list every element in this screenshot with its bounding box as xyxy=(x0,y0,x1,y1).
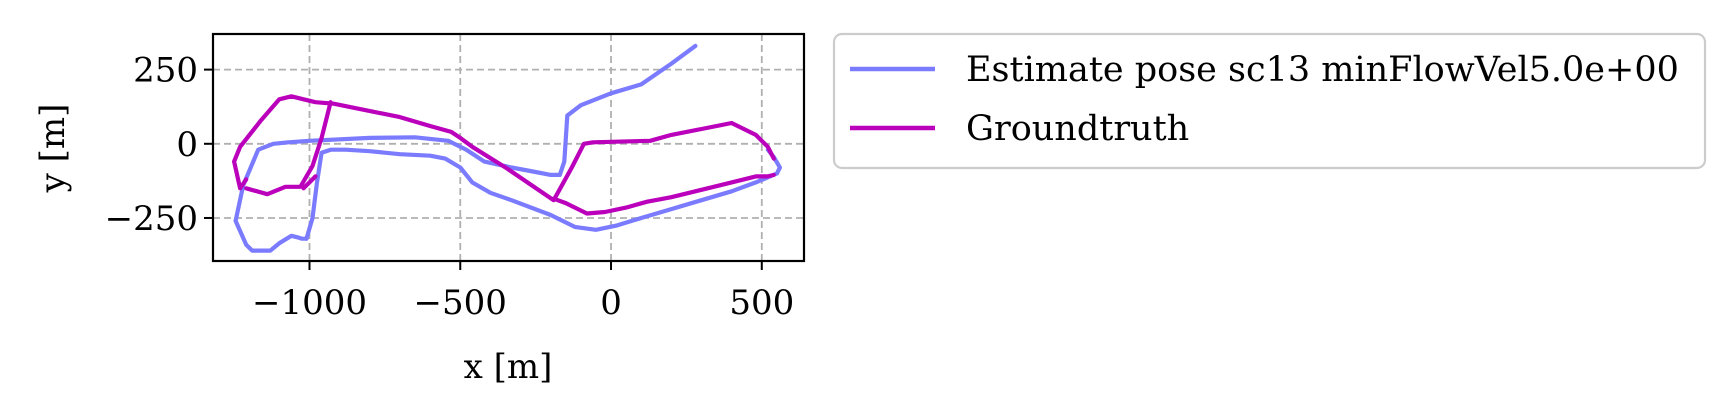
y-tick-label: 250 xyxy=(133,51,198,91)
legend-box xyxy=(832,32,1707,170)
y-tick-label: 0 xyxy=(176,125,198,165)
x-axis-ticks: −1000 −500 0 500 xyxy=(252,261,794,323)
series-line-5 xyxy=(301,174,318,191)
y-axis-label: y [m] xyxy=(33,104,73,194)
x-tick-label: 0 xyxy=(600,283,622,323)
legend-label-estimate: Estimate pose sc13 minFlowVel5.0e+00 xyxy=(966,50,1679,90)
x-tick-label: 500 xyxy=(729,283,794,323)
series-line-0 xyxy=(233,43,698,253)
legend: Estimate pose sc13 minFlowVel5.0e+00 Gro… xyxy=(832,32,1707,170)
series-line-1 xyxy=(304,147,783,241)
y-axis-ticks: −250 0 250 xyxy=(105,51,213,239)
series-line-4 xyxy=(551,172,776,216)
series-line-3 xyxy=(244,100,333,197)
plot-frame xyxy=(211,32,806,263)
series-lines xyxy=(232,43,783,253)
x-tick-label: −1000 xyxy=(252,283,367,323)
legend-label-groundtruth: Groundtruth xyxy=(966,109,1189,149)
y-tick-label: −250 xyxy=(105,199,198,239)
series-line-2 xyxy=(232,94,776,203)
x-tick-label: −500 xyxy=(414,283,507,323)
x-axis-label: x [m] xyxy=(464,347,553,387)
